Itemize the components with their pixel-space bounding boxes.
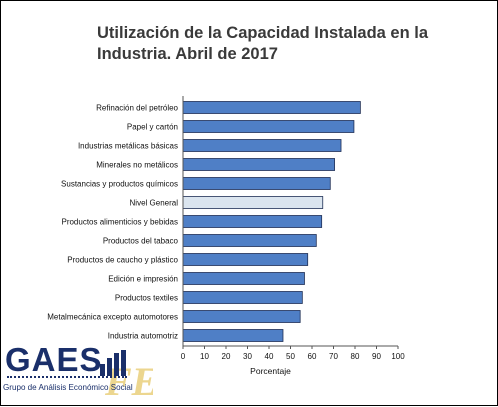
bar-productos-del-tabaco (182, 234, 317, 247)
bar-productos-de-caucho-y-plastico (182, 253, 309, 266)
x-tick-label: 100 (391, 352, 405, 361)
bar-industrias-metalicas-basicas (182, 139, 342, 152)
x-tick-label: 20 (222, 352, 231, 361)
x-tick-label: 40 (265, 352, 274, 361)
category-labels: Refinación del petróleo Papel y cartón Ind… (47, 104, 178, 341)
bar-industria-automotriz (182, 329, 284, 342)
bar-chart-icon (100, 350, 126, 376)
bar-sustancias-y-productos-quimicos (182, 177, 331, 190)
x-tick-labels: 0 10 20 30 40 50 60 70 80 90 100 (181, 346, 405, 361)
category-label: Productos de caucho y plástico (67, 256, 178, 265)
logo-subtitle: Grupo de Análisis Económico Social (3, 382, 133, 392)
x-tick-label: 70 (329, 352, 338, 361)
bar-nivel-general (182, 196, 324, 209)
logo-divider (7, 376, 127, 380)
bar-papel-y-carton (182, 120, 355, 133)
category-label: Papel y cartón (127, 123, 178, 132)
category-label: Refinación del petróleo (96, 104, 178, 113)
category-label: Minerales no metálicos (96, 161, 178, 170)
bar-metalmecanica-excepto-automotores (182, 310, 301, 323)
bar-productos-textiles (182, 291, 303, 304)
category-label: Productos alimenticios y bebidas (61, 218, 178, 227)
x-tick-label: 50 (286, 352, 295, 361)
category-label: Productos del tabaco (103, 237, 179, 246)
bar-minerales-no-metalicos (182, 158, 335, 171)
x-tick-label: 10 (200, 352, 209, 361)
category-label: Nivel General (130, 199, 179, 208)
bar-refinacion-del-petroleo (182, 101, 361, 114)
x-tick-label: 80 (351, 352, 360, 361)
x-tick-label: 30 (243, 352, 252, 361)
x-tick-label: 90 (372, 352, 381, 361)
category-label: Industrias metálicas básicas (78, 142, 178, 151)
category-label: Industria automotriz (108, 332, 178, 341)
category-label: Productos textiles (115, 294, 178, 303)
category-label: Edición e impresión (108, 275, 178, 284)
category-label: Metalmecánica excepto automotores (47, 313, 178, 322)
x-tick-label: 0 (181, 352, 186, 361)
bar-edicion-e-impresion (182, 272, 305, 285)
gaes-logo: FEA GAES Grupo de Análisis Económico Soc… (1, 340, 153, 407)
x-axis-title: Porcentaje (250, 366, 291, 376)
category-label: Sustancias y productos químicos (61, 180, 178, 189)
logo-watermark: FEA (105, 359, 153, 404)
chart-title: Utilización de la Capacidad Instalada en… (97, 24, 429, 63)
bars (182, 101, 361, 342)
logo-wordmark: GAES (5, 341, 103, 378)
x-tick-label: 60 (308, 352, 317, 361)
bar-productos-alimenticios-y-bebidas (182, 215, 323, 228)
